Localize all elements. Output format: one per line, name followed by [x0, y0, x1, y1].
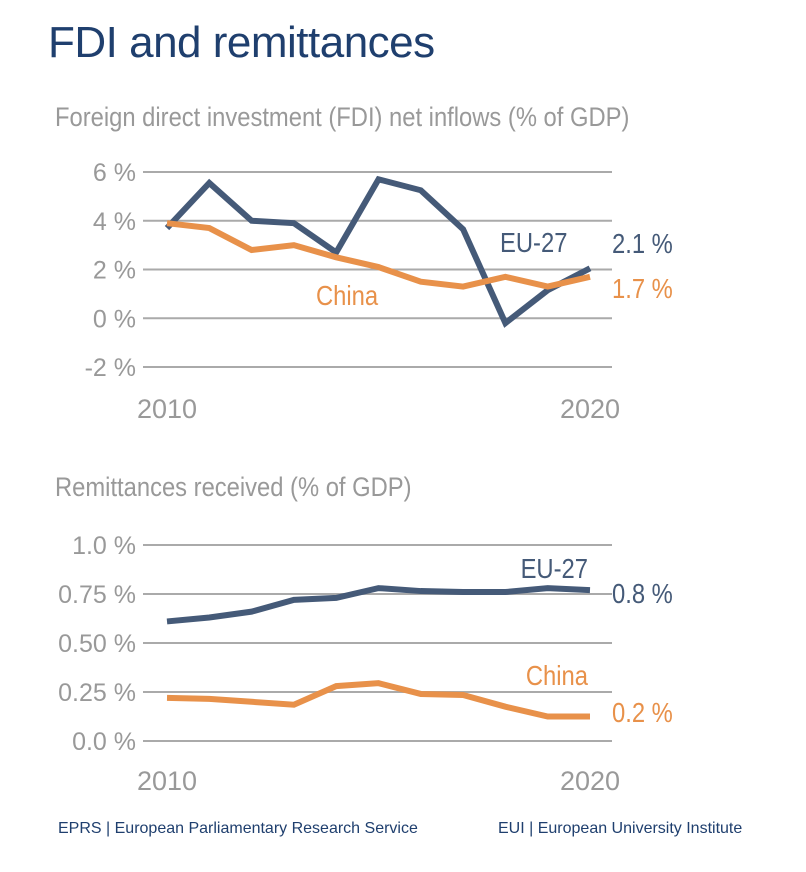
y-tick-label: 0.75 %	[58, 581, 136, 609]
footer-eui: EUI | European University Institute	[498, 820, 743, 837]
series-label: China	[526, 659, 589, 691]
y-tick-label: 0.25 %	[58, 679, 136, 707]
end-value-label: 0.8 %	[612, 577, 673, 609]
eu-27-line	[166, 585, 591, 625]
y-tick-label: 2 %	[93, 257, 136, 285]
x-tick-label: 2020	[560, 766, 620, 796]
y-tick-label: 0.0 %	[72, 728, 136, 756]
y-tick-label: 4 %	[93, 208, 136, 236]
x-tick-label: 2010	[137, 766, 197, 796]
y-tick-label: 1.0 %	[72, 532, 136, 560]
y-tick-label: -2 %	[85, 354, 136, 382]
eu-27-line	[164, 175, 592, 328]
remittances-chart-title: Remittances received (% of GDP)	[55, 472, 412, 502]
end-value-label: 1.7 %	[612, 272, 673, 304]
x-tick-label: 2010	[137, 394, 197, 424]
end-value-label: 2.1 %	[612, 227, 673, 259]
series-label: EU-27	[521, 552, 588, 584]
page-title: FDI and remittances	[48, 18, 435, 67]
fdi-chart-title: Foreign direct investment (FDI) net infl…	[55, 102, 630, 132]
footer-eprs: EPRS | European Parliamentary Research S…	[58, 820, 418, 837]
x-tick-label: 2020	[560, 394, 620, 424]
china-line	[166, 220, 591, 290]
y-tick-label: 0.50 %	[58, 630, 136, 658]
y-tick-label: 6 %	[93, 159, 136, 187]
series-label: China	[316, 279, 379, 311]
series-label: EU-27	[500, 226, 567, 258]
y-tick-label: 0 %	[93, 305, 136, 333]
china-line	[166, 680, 590, 720]
end-value-label: 0.2 %	[612, 696, 673, 728]
